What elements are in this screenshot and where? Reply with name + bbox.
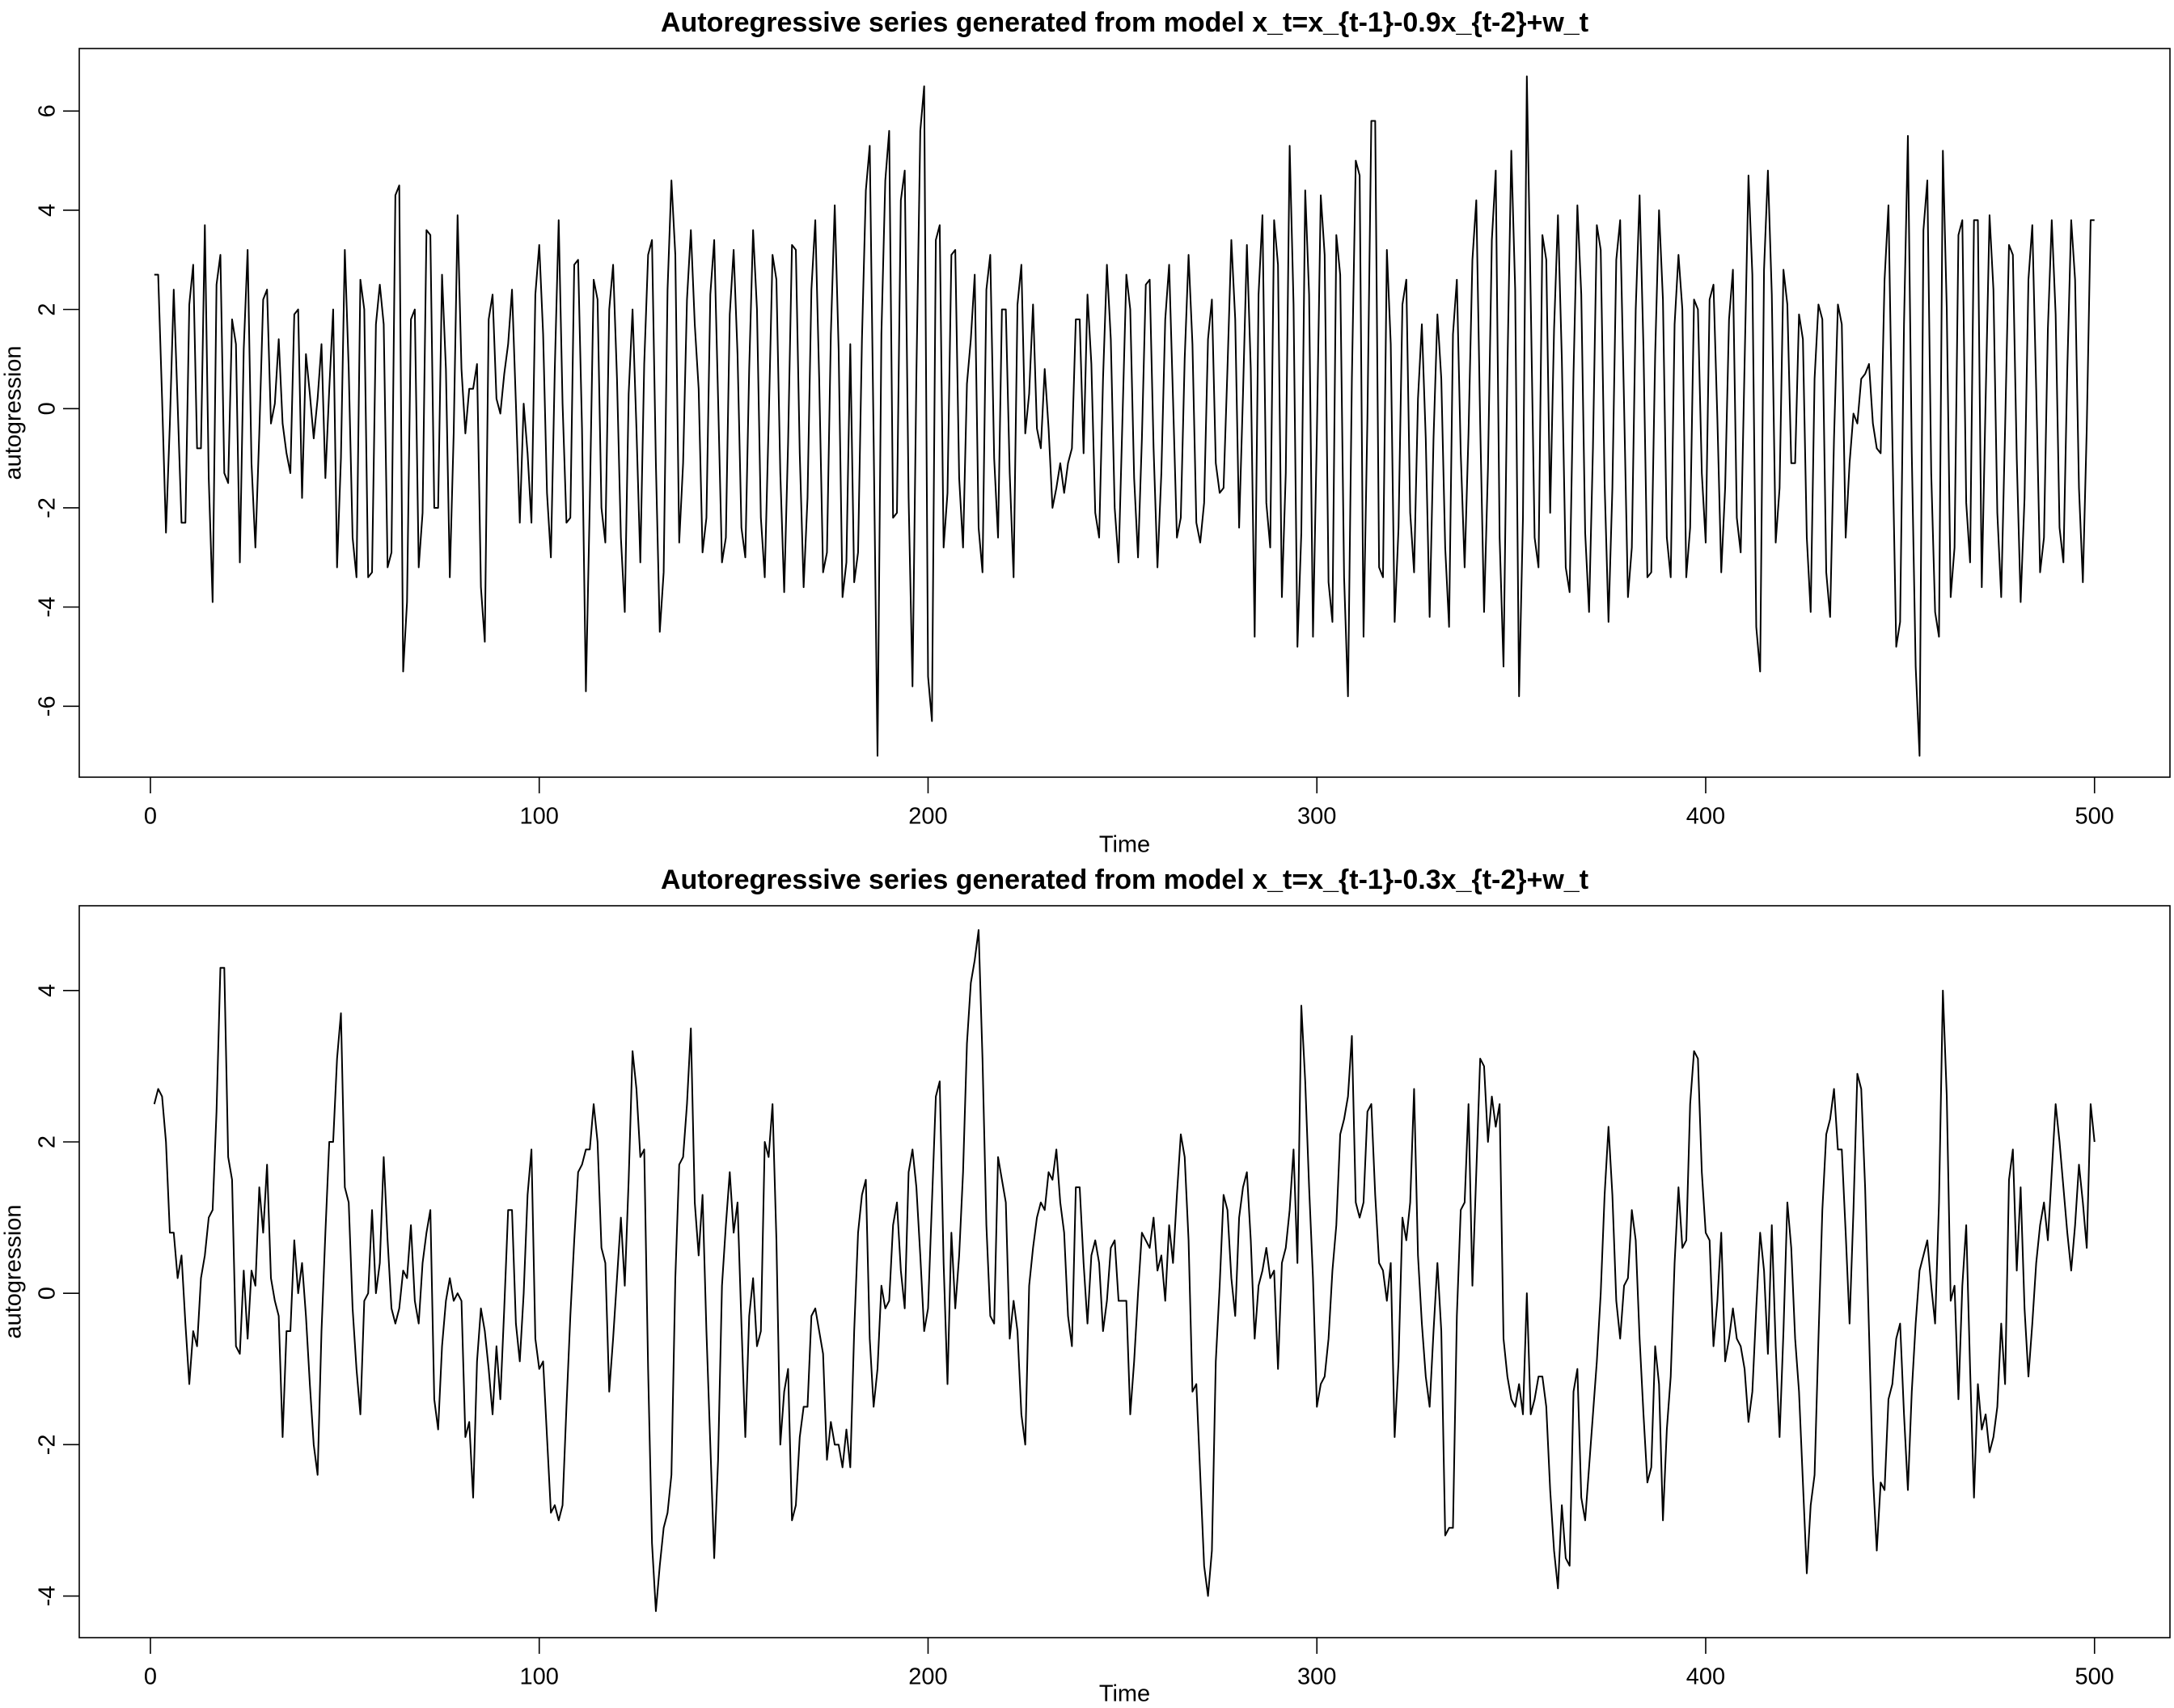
y-tick-label: 4 (35, 204, 61, 217)
y-tick-label: -4 (35, 1586, 61, 1607)
chart-title: Autoregressive series generated from mod… (661, 7, 1588, 38)
plot-box (78, 48, 2171, 778)
x-tick-label: 0 (144, 804, 157, 830)
y-tick-label: 6 (35, 104, 61, 117)
chart-title: Autoregressive series generated from mod… (661, 865, 1588, 895)
y-tick-label: 4 (35, 984, 61, 997)
panel: Autoregressive series generated from mod… (1, 865, 2171, 1707)
x-axis-label: Time (1099, 832, 1150, 858)
plot-box (78, 905, 2171, 1638)
y-tick-label: -4 (35, 597, 61, 618)
y-tick-label: -6 (35, 695, 61, 717)
x-tick-label: 400 (1686, 804, 1725, 830)
x-tick-label: 100 (520, 1664, 559, 1690)
x-tick-label: 400 (1686, 1664, 1725, 1690)
x-tick-label: 200 (908, 804, 947, 830)
y-tick-label: 2 (35, 1135, 61, 1148)
y-tick-label: -2 (35, 1434, 61, 1455)
panel: Autoregressive series generated from mod… (1, 7, 2171, 858)
y-tick-label: 0 (35, 1287, 61, 1300)
series-line (154, 75, 2095, 757)
x-tick-label: 100 (520, 804, 559, 830)
x-tick-label: 500 (2075, 1664, 2114, 1690)
x-tick-label: 300 (1297, 804, 1336, 830)
y-axis-label: autogression (1, 1204, 27, 1338)
x-tick-label: 500 (2075, 804, 2114, 830)
y-tick-label: 0 (35, 402, 61, 415)
x-tick-label: 200 (908, 1664, 947, 1690)
y-tick-label: 2 (35, 303, 61, 316)
x-tick-label: 0 (144, 1664, 157, 1690)
x-axis-label: Time (1099, 1681, 1150, 1707)
series-line (153, 928, 2096, 1613)
x-tick-label: 300 (1297, 1664, 1336, 1690)
y-axis-label: autogression (1, 345, 27, 480)
y-tick-label: -2 (35, 497, 61, 518)
